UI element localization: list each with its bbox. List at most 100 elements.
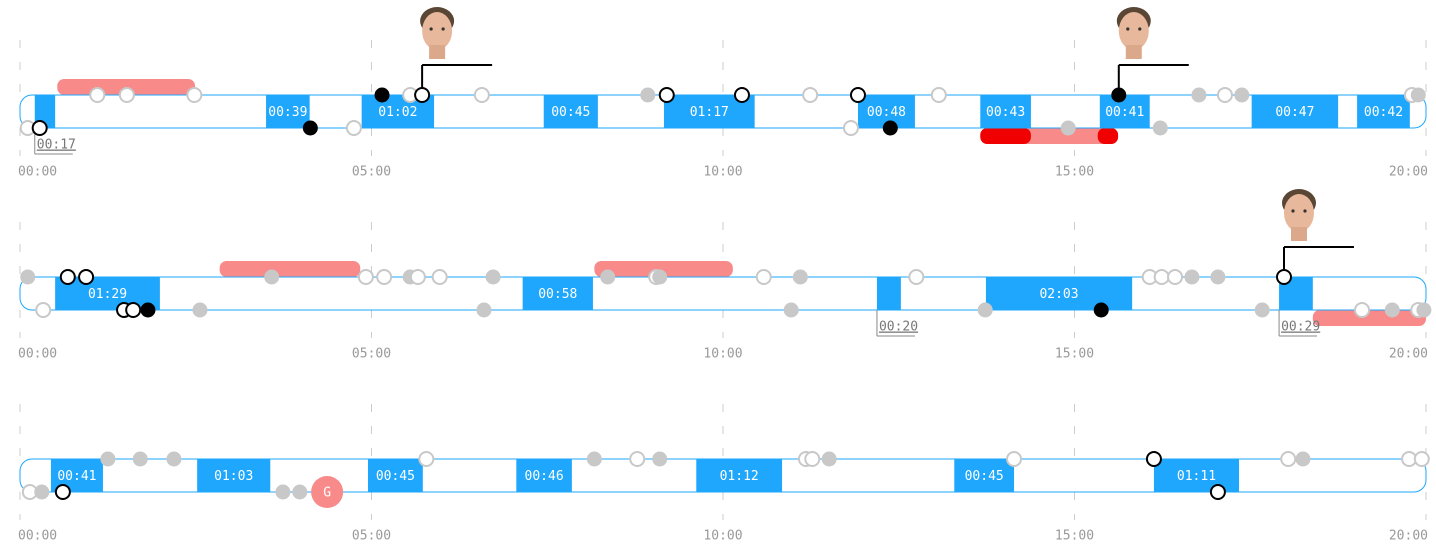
event-marker (909, 270, 923, 284)
event-marker (932, 88, 946, 102)
photo-face (1284, 194, 1314, 232)
x-tick-label: 05:00 (352, 347, 391, 362)
event-marker (120, 88, 134, 102)
event-marker (653, 270, 667, 284)
event-marker (1061, 121, 1075, 135)
event-marker (126, 303, 140, 317)
event-marker (630, 452, 644, 466)
photo-eye (442, 27, 445, 30)
shift-label: 00:29 (1281, 320, 1320, 335)
shift-label: 00:45 (376, 469, 415, 484)
event-marker (293, 485, 307, 499)
event-marker (101, 452, 115, 466)
shift-label: 01:11 (1177, 469, 1216, 484)
shift-label: 00:39 (268, 105, 307, 120)
event-marker (61, 270, 75, 284)
shift-label: 00:48 (867, 105, 906, 120)
event-marker (415, 88, 429, 102)
event-marker (79, 270, 93, 284)
event-marker (193, 303, 207, 317)
event-marker (1168, 270, 1182, 284)
photo-neck (1126, 45, 1142, 59)
x-tick-label: 20:00 (1389, 165, 1428, 180)
event-marker (477, 303, 491, 317)
event-marker (377, 270, 391, 284)
penalty (980, 128, 1031, 144)
event-marker (784, 303, 798, 317)
event-marker (1007, 452, 1021, 466)
event-marker (276, 485, 290, 499)
event-marker (347, 121, 361, 135)
x-tick-label: 10:00 (703, 347, 742, 362)
x-tick-label: 15:00 (1055, 529, 1094, 544)
photo-eye (430, 27, 433, 30)
event-marker (187, 88, 201, 102)
x-tick-label: 20:00 (1389, 529, 1428, 544)
event-marker (1192, 88, 1206, 102)
shift-label: 00:58 (538, 287, 577, 302)
photo-face (1119, 12, 1149, 50)
event-marker (475, 88, 489, 102)
photo-eye (1126, 27, 1129, 30)
shift-label: 00:41 (1105, 105, 1144, 120)
photo-eye (1291, 209, 1294, 212)
photo-eye (1138, 27, 1141, 30)
event-marker (757, 270, 771, 284)
event-marker (1235, 88, 1249, 102)
event-marker (21, 270, 35, 284)
event-marker (303, 121, 317, 135)
period-timelines: 00:0005:0010:0015:0020:0000:1700:3901:02… (0, 0, 1436, 547)
event-marker (851, 88, 865, 102)
event-marker (1296, 452, 1310, 466)
event-marker (653, 452, 667, 466)
shift-label: 00:20 (879, 320, 918, 335)
event-marker (167, 452, 181, 466)
event-marker (56, 485, 70, 499)
event-marker (1094, 303, 1108, 317)
event-marker (735, 88, 749, 102)
event-marker (265, 270, 279, 284)
photo-neck (1291, 227, 1307, 241)
shift (877, 277, 901, 310)
event-marker (1153, 121, 1167, 135)
shift-label: 02:03 (1039, 287, 1078, 302)
x-tick-label: 05:00 (352, 165, 391, 180)
event-marker (1211, 485, 1225, 499)
event-marker (1355, 303, 1369, 317)
event-marker (660, 88, 674, 102)
shift-label: 01:29 (88, 287, 127, 302)
x-tick-label: 15:00 (1055, 165, 1094, 180)
x-tick-label: 20:00 (1389, 347, 1428, 362)
photo-neck (429, 45, 445, 59)
shift-label: 00:42 (1364, 105, 1403, 120)
event-marker (601, 270, 615, 284)
player-photo (1282, 189, 1316, 241)
shift-label: 00:45 (551, 105, 590, 120)
event-marker (1281, 452, 1295, 466)
event-marker (1277, 270, 1291, 284)
event-marker (805, 452, 819, 466)
event-marker (1411, 88, 1425, 102)
x-tick-label: 05:00 (352, 529, 391, 544)
event-marker (1155, 270, 1169, 284)
photo-face (422, 12, 452, 50)
x-tick-label: 10:00 (703, 165, 742, 180)
shift-label: 00:47 (1275, 105, 1314, 120)
event-marker (1385, 303, 1399, 317)
x-tick-label: 00:00 (18, 347, 57, 362)
event-marker (844, 121, 858, 135)
shift-label: 00:46 (525, 469, 564, 484)
shift-label: 00:41 (57, 469, 96, 484)
shift-label: 01:12 (720, 469, 759, 484)
event-marker (433, 270, 447, 284)
x-tick-label: 10:00 (703, 529, 742, 544)
event-marker (587, 452, 601, 466)
shift-label: 01:03 (214, 469, 253, 484)
shift-label: 00:17 (37, 138, 76, 153)
event-marker (33, 121, 47, 135)
player-photo (420, 7, 454, 59)
x-tick-label: 00:00 (18, 165, 57, 180)
event-marker (35, 485, 49, 499)
event-marker (419, 452, 433, 466)
event-marker (36, 303, 50, 317)
